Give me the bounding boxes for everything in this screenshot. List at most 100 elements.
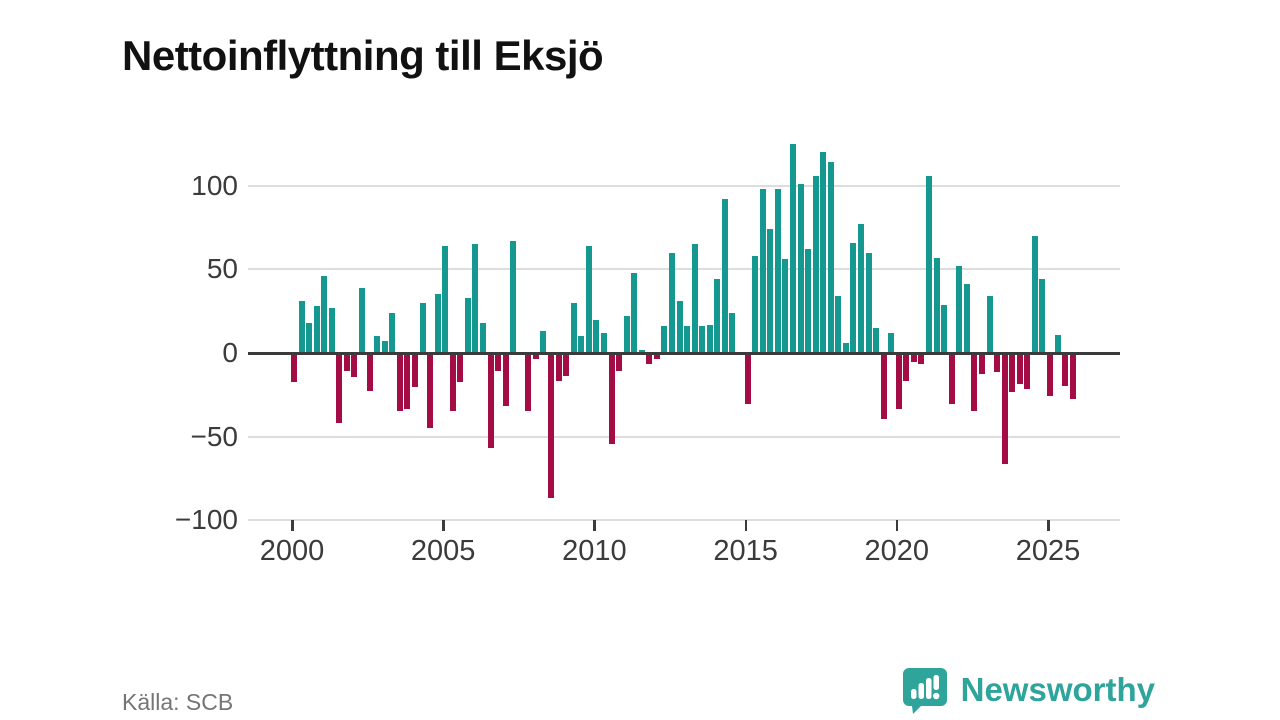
x-axis-tick-label: 2010 [562,535,627,567]
bar [631,272,638,353]
page-title: Nettoinflyttning till Eksjö [122,32,604,80]
bar [427,354,434,428]
bar [820,152,827,353]
bar [805,249,812,353]
bar [752,256,759,353]
bar [986,296,993,353]
bar [888,332,895,353]
bar [850,242,857,353]
bar [298,301,305,353]
bar [313,306,320,353]
bar [600,332,607,353]
bar [623,316,630,353]
bar [827,162,834,353]
newsworthy-logo: Newsworthy [901,666,1155,714]
bar [706,324,713,353]
bar [389,312,396,353]
bar [525,354,532,411]
bar [351,354,358,378]
y-axis-tick-label: 0 [222,337,238,368]
bar [495,354,502,371]
bar [948,354,955,405]
x-axis-tick [895,520,899,531]
x-axis-tick-label: 2005 [410,535,476,567]
bar [963,284,970,353]
x-axis-tick-label: 2000 [259,535,325,567]
bar [1024,354,1031,390]
bar [744,354,751,405]
x-axis-tick [1047,520,1050,531]
bar [956,266,963,353]
bar [328,307,335,353]
bar [442,245,449,353]
x-axis-tick [291,520,294,531]
y-axis-tick-label: 100 [191,169,238,201]
bar [684,326,691,353]
gridline-y--100 [248,519,1120,522]
bar [699,326,706,353]
bar [1069,354,1076,400]
bar [548,354,555,498]
bar [1039,279,1046,353]
bar [638,349,645,353]
bar [449,354,456,411]
bar [593,319,600,353]
x-axis-tick-label: 2025 [1015,535,1081,567]
bar [918,354,925,365]
bar [563,354,570,376]
bar [366,354,373,391]
bar [472,244,479,353]
bar [540,331,547,353]
x-axis-tick-label: 2015 [713,535,778,567]
y-axis-tick-label: −100 [174,504,238,536]
bar [941,304,948,353]
bar [1047,354,1053,396]
bar [1054,334,1061,353]
bar [306,322,313,353]
x-axis-tick-label: 2020 [864,535,930,567]
bar [291,354,297,383]
bar [570,302,577,353]
bar [336,354,343,423]
bar [1062,354,1069,386]
bar [608,354,615,445]
bar [691,244,698,353]
bar [926,175,933,353]
bar [858,224,864,353]
bar [729,312,736,353]
bar [661,326,668,353]
bar [895,354,902,410]
bar [487,354,494,448]
bar [880,354,887,420]
bar [1001,354,1008,465]
bar [653,354,660,360]
bar [381,341,388,353]
bar [971,354,978,411]
bar [555,354,562,381]
bar [646,354,653,365]
bar [865,252,872,353]
bar [359,287,366,353]
bar [464,297,471,353]
bar [842,342,849,353]
bar [812,175,819,353]
bar [782,259,789,353]
bar [411,354,418,388]
bar [721,199,728,353]
bar [759,189,766,353]
bar [835,296,842,353]
bar [419,302,426,353]
bar [457,354,464,383]
bar [321,276,328,353]
bar [676,301,683,353]
bar [480,322,486,353]
x-axis-tick [442,520,445,531]
bar [669,252,675,353]
bar [797,184,804,353]
bar [616,354,623,371]
bar [903,354,910,381]
bar [585,245,592,353]
bar [510,240,517,353]
bar [1016,354,1023,385]
